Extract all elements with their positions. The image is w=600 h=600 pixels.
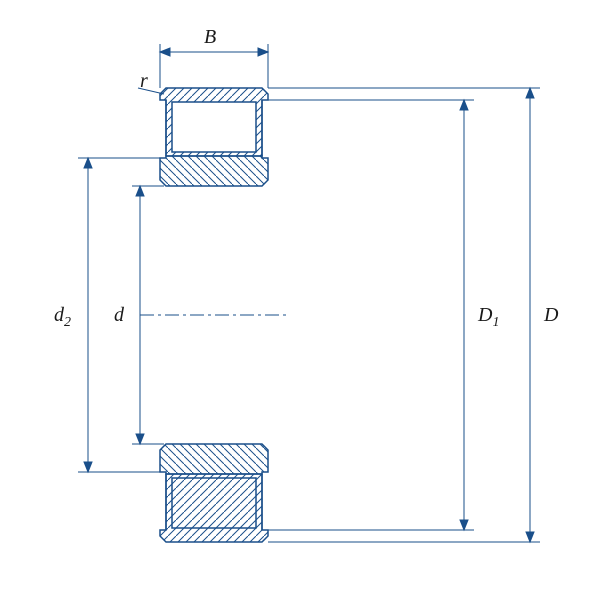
label-d2: d2 (54, 304, 71, 331)
label-d: d (114, 304, 124, 327)
label-r: r (140, 70, 148, 93)
label-B: B (204, 26, 216, 49)
label-D1: D1 (478, 304, 499, 331)
diagram-canvas: B r D D1 d d2 (0, 0, 600, 600)
label-D: D (544, 304, 558, 327)
drawing-svg (0, 0, 600, 600)
